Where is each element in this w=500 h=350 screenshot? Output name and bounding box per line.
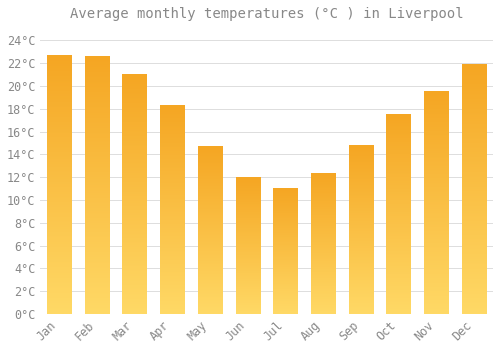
Title: Average monthly temperatures (°C ) in Liverpool: Average monthly temperatures (°C ) in Li… bbox=[70, 7, 464, 21]
